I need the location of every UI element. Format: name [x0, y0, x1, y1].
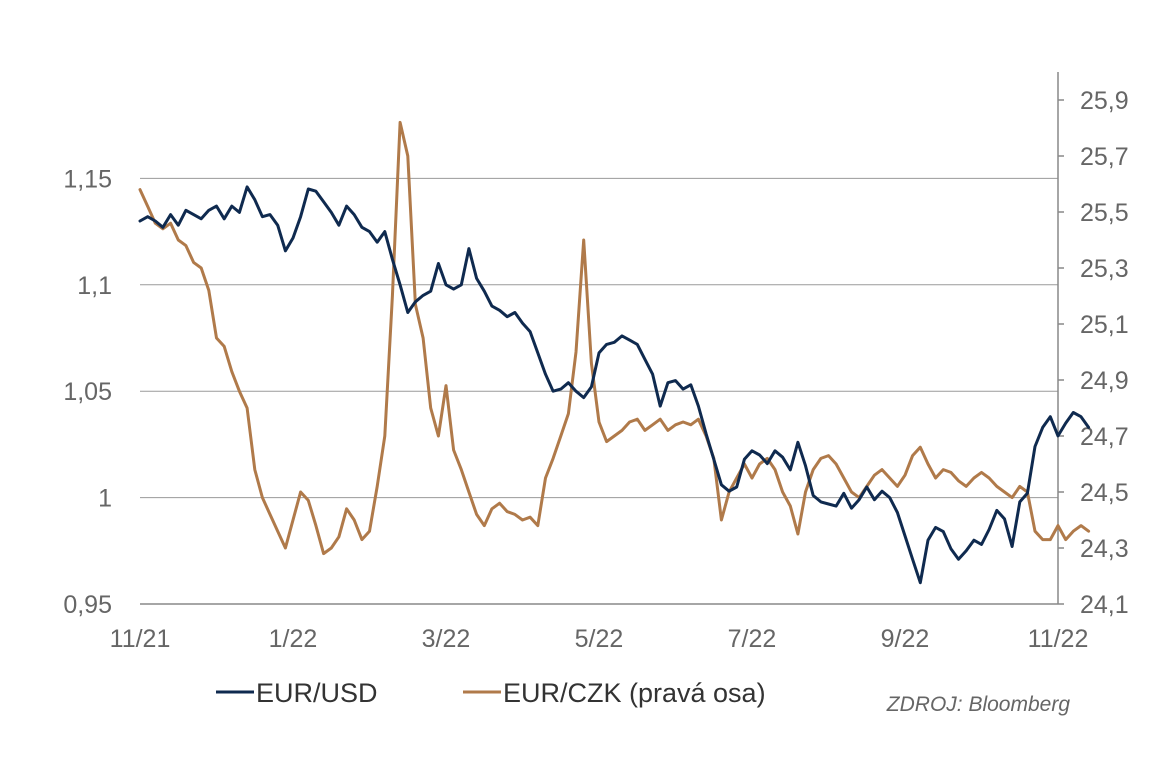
- x-tick-label: 11/22: [1028, 625, 1089, 653]
- right-tick-label: 25,7: [1080, 143, 1129, 171]
- gridlines: [140, 177, 1058, 499]
- left-tick-label: 1,05: [63, 378, 112, 406]
- right-tick-label: 24,3: [1080, 535, 1129, 563]
- x-tick-label: 5/22: [575, 625, 624, 653]
- left-tick-label: 0,95: [63, 591, 112, 619]
- x-tick-label: 7/22: [728, 625, 777, 653]
- left-tick-label: 1,15: [63, 165, 112, 193]
- right-tick-label: 24,5: [1080, 479, 1129, 507]
- right-tick-label: 25,9: [1080, 87, 1129, 115]
- x-tick-label: 1/22: [269, 625, 318, 653]
- x-tick-label: 3/22: [422, 625, 471, 653]
- right-tick-label: 25,3: [1080, 255, 1129, 283]
- series-line-eur-czk: [138, 120, 1091, 556]
- left-tick-label: 1: [98, 485, 112, 513]
- left-axis-ticks: 0,95 1 1,05 1,1 1,15: [63, 165, 112, 619]
- x-tick-label: 9/22: [881, 625, 930, 653]
- x-tick-label: 11/21: [110, 625, 171, 653]
- legend: EUR/USD EUR/CZK (pravá osa): [216, 678, 766, 708]
- right-tick-label: 24,1: [1080, 591, 1129, 619]
- right-tick-label: 25,1: [1080, 311, 1129, 339]
- right-axis-ticks: 24,124,324,524,724,925,125,325,525,725,9: [1058, 87, 1129, 619]
- legend-label: EUR/USD: [256, 678, 378, 708]
- series-line-eur-usd: [138, 185, 1091, 585]
- source-note: ZDROJ: Bloomberg: [886, 693, 1071, 716]
- left-tick-label: 1,1: [77, 272, 112, 300]
- x-axis-ticks: 11/21 1/22 3/22 5/22 7/22 9/22 11/22: [110, 625, 1089, 653]
- legend-label: EUR/CZK (pravá osa): [503, 678, 766, 708]
- series-lines: [138, 120, 1091, 585]
- right-tick-label: 24,9: [1080, 367, 1129, 395]
- right-tick-label: 25,5: [1080, 199, 1129, 227]
